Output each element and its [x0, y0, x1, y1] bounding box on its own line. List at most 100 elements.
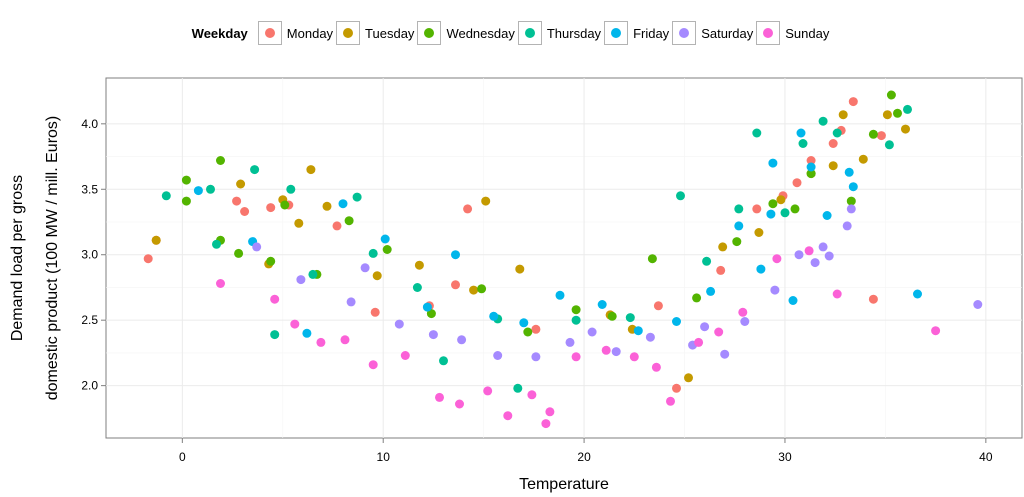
point-sunday [545, 407, 555, 417]
point-sunday [435, 392, 444, 402]
point-tuesday [882, 110, 892, 120]
point-sunday [571, 352, 581, 362]
legend-dot-icon [424, 28, 435, 38]
point-wednesday [344, 216, 354, 226]
point-monday [232, 196, 242, 206]
point-thursday [412, 283, 422, 292]
y-axis-title-line-2: domestic product (100 MW / mill. Euros) [44, 116, 61, 401]
point-thursday [734, 204, 744, 214]
point-wednesday [382, 245, 392, 254]
point-tuesday [838, 110, 848, 120]
axes: 0 10 20 30 40 2.0 2.5 3.0 3.5 4.0 [81, 117, 993, 464]
point-thursday [676, 191, 685, 201]
y-tick-label: 2.0 [81, 379, 98, 393]
legend-key-sunday [756, 21, 781, 45]
point-friday [734, 221, 744, 231]
point-friday [633, 326, 643, 336]
point-monday [848, 97, 858, 107]
point-sunday [714, 327, 724, 337]
point-saturday [794, 250, 804, 260]
point-tuesday [294, 218, 304, 228]
point-wednesday [477, 284, 487, 294]
point-friday [848, 182, 858, 192]
point-saturday [252, 242, 262, 252]
point-monday [672, 383, 681, 393]
point-friday [451, 250, 460, 260]
point-sunday [541, 419, 551, 429]
point-monday [266, 203, 276, 213]
legend-key-saturday [672, 21, 697, 45]
x-tick-label: 40 [979, 450, 993, 464]
legend-label-sunday: Sunday [785, 25, 830, 41]
data-points [143, 90, 983, 429]
point-sunday [483, 386, 493, 396]
point-saturday [846, 204, 856, 214]
legend-label-monday: Monday [286, 25, 334, 41]
y-tick-label: 2.5 [81, 313, 98, 327]
point-wednesday [216, 156, 225, 165]
point-wednesday [768, 199, 778, 209]
point-friday [706, 286, 716, 296]
legend-key-monday [257, 21, 282, 45]
point-thursday [206, 184, 215, 194]
point-thursday [702, 256, 712, 266]
point-friday [422, 302, 432, 312]
legend-dot-icon [343, 28, 354, 38]
point-monday [716, 265, 726, 275]
legend-key-wednesday [417, 21, 442, 45]
point-saturday [360, 263, 370, 273]
point-saturday [973, 300, 983, 309]
point-friday [672, 317, 681, 326]
legend-key-tuesday [336, 21, 361, 45]
point-thursday [571, 315, 581, 325]
point-wednesday [266, 256, 276, 266]
point-friday [338, 199, 348, 209]
point-friday [555, 290, 565, 300]
point-friday [913, 289, 922, 299]
legend-key-friday [604, 21, 629, 45]
point-wednesday [806, 169, 816, 179]
legend-dot-icon [763, 28, 774, 38]
x-tick-label: 0 [179, 450, 186, 464]
point-saturday [587, 327, 597, 337]
point-tuesday [306, 165, 316, 175]
point-sunday [772, 254, 782, 264]
point-friday [489, 311, 499, 321]
point-saturday [842, 221, 852, 231]
legend-label-friday: Friday [633, 25, 670, 41]
legend-item-sunday: Sunday [756, 21, 829, 45]
point-wednesday [846, 196, 856, 206]
point-sunday [601, 345, 611, 355]
point-sunday [368, 360, 378, 370]
x-tick-label: 30 [778, 450, 792, 464]
point-tuesday [481, 196, 491, 206]
point-monday [828, 139, 838, 148]
point-sunday [290, 319, 300, 329]
legend-key-thursday [517, 21, 542, 45]
plot-panel [105, 77, 1023, 439]
point-saturday [700, 322, 710, 332]
point-wednesday [893, 108, 902, 118]
legend-item-tuesday: Tuesday [336, 21, 414, 45]
point-sunday [527, 390, 537, 400]
point-monday [370, 307, 380, 317]
point-saturday [493, 351, 503, 360]
point-friday [193, 186, 203, 196]
point-saturday [296, 275, 306, 285]
point-wednesday [571, 305, 581, 315]
point-sunday [400, 351, 410, 360]
legend-label-thursday: Thursday [546, 25, 602, 41]
point-wednesday [692, 293, 702, 303]
point-friday [766, 209, 776, 219]
point-sunday [270, 294, 280, 304]
point-monday [792, 178, 802, 188]
point-monday [240, 207, 250, 216]
legend-dot-icon [524, 28, 535, 38]
point-sunday [666, 396, 675, 406]
point-wednesday [647, 254, 657, 264]
point-sunday [503, 411, 513, 421]
point-sunday [694, 337, 704, 347]
point-friday [806, 162, 816, 172]
point-sunday [651, 362, 661, 372]
